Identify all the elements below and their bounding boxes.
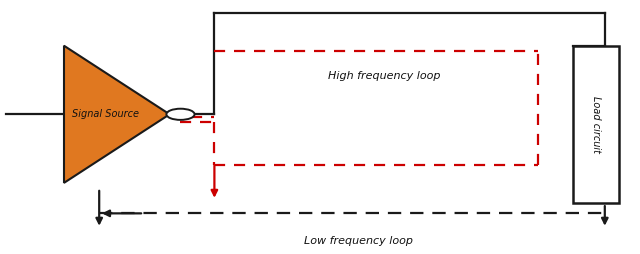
Circle shape [166,109,195,120]
Text: Low frequency loop: Low frequency loop [304,236,413,246]
Text: High frequency loop: High frequency loop [328,71,440,81]
Text: Signal Source: Signal Source [72,109,139,119]
Bar [573,46,619,203]
Polygon shape [64,46,170,183]
Text: Load circuit: Load circuit [591,96,601,153]
